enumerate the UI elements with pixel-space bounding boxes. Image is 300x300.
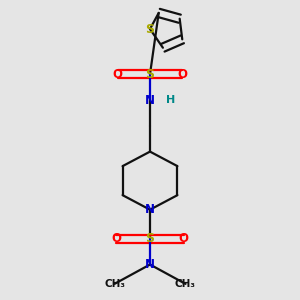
Text: N: N xyxy=(145,94,155,106)
Text: CH₃: CH₃ xyxy=(104,279,125,289)
Text: O: O xyxy=(179,232,189,245)
Text: O: O xyxy=(177,68,187,81)
Text: S: S xyxy=(146,68,154,81)
Text: S: S xyxy=(146,22,154,35)
Text: N: N xyxy=(145,203,155,216)
Text: N: N xyxy=(145,258,155,271)
Text: CH₃: CH₃ xyxy=(175,279,196,289)
Text: H: H xyxy=(166,95,176,105)
Text: S: S xyxy=(146,232,154,245)
Text: O: O xyxy=(113,68,123,81)
Text: O: O xyxy=(111,232,121,245)
